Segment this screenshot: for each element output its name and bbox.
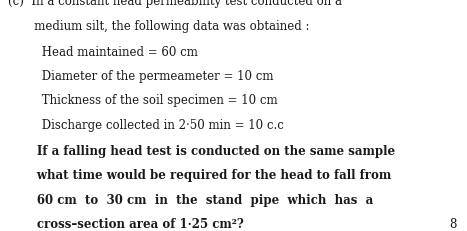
Text: Head maintained = 60 cm: Head maintained = 60 cm (8, 46, 198, 59)
Text: Thickness of the soil specimen = 10 cm: Thickness of the soil specimen = 10 cm (8, 94, 278, 107)
Text: Discharge collected in 2·50 min = 10 c.c: Discharge collected in 2·50 min = 10 c.c (8, 119, 284, 132)
Text: If a falling head test is conducted on the same sample: If a falling head test is conducted on t… (8, 145, 396, 158)
Text: (c)  In a constant head permeability test conducted on a: (c) In a constant head permeability test… (8, 0, 342, 8)
Text: what time would be required for the head to fall from: what time would be required for the head… (8, 170, 392, 182)
Text: cross–section area of 1·25 cm²?: cross–section area of 1·25 cm²? (8, 218, 244, 231)
Text: 60 cm  to  30 cm  in  the  stand  pipe  which  has  a: 60 cm to 30 cm in the stand pipe which h… (8, 194, 374, 207)
Text: 8: 8 (449, 218, 457, 231)
Text: medium silt, the following data was obtained :: medium silt, the following data was obta… (8, 21, 310, 33)
Text: Diameter of the permeameter = 10 cm: Diameter of the permeameter = 10 cm (8, 70, 274, 83)
